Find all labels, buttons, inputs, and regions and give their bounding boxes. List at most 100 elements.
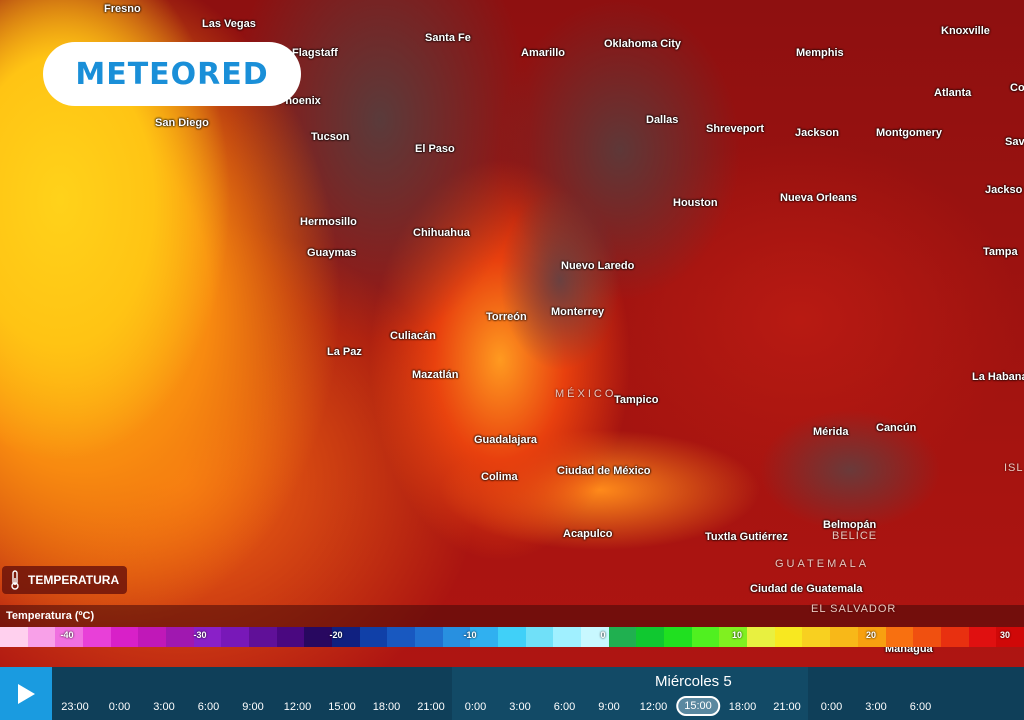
legend-color-cell — [276, 627, 305, 647]
legend-tick: 30 — [999, 630, 1011, 640]
legend-tick: 10 — [731, 630, 743, 640]
city-label: Mazatlán — [412, 369, 459, 381]
legend-tick: -20 — [329, 630, 343, 640]
city-label: Dallas — [646, 114, 679, 126]
country-label: EL SALVADOR — [811, 603, 897, 615]
time-step[interactable]: 3:00 — [509, 701, 531, 713]
day-segment — [808, 667, 1024, 720]
city-label: Houston — [673, 197, 718, 209]
city-label: Memphis — [796, 47, 844, 59]
time-step[interactable]: 3:00 — [865, 701, 887, 713]
time-step[interactable]: 21:00 — [773, 701, 801, 713]
city-label: Sav — [1005, 136, 1024, 148]
city-label: Oklahoma City — [604, 38, 682, 50]
legend-color-cell — [636, 627, 665, 647]
legend-color-cell — [83, 627, 111, 647]
meteored-logo[interactable]: METEORED — [43, 42, 301, 106]
legend-color-cell — [885, 627, 914, 647]
city-label: La Habana — [972, 371, 1024, 383]
thermometer-icon — [11, 570, 19, 590]
city-label: La Paz — [327, 346, 362, 358]
legend-color-cell — [442, 627, 471, 647]
legend-color-cell — [857, 627, 886, 647]
legend-color-cell — [525, 627, 554, 647]
legend-color-cell — [138, 627, 167, 647]
legend-color-cell — [470, 627, 499, 647]
city-label: Tucson — [311, 131, 350, 143]
city-label: Shreveport — [706, 123, 765, 135]
legend-color-cell — [940, 627, 969, 647]
time-step[interactable]: 12:00 — [283, 701, 312, 713]
legend-color-cell — [221, 627, 250, 647]
city-label: Tampa — [983, 246, 1018, 258]
legend-color-cell — [304, 627, 333, 647]
legend-tick: 20 — [865, 630, 877, 640]
legend-color-cell — [387, 627, 416, 647]
time-step[interactable]: 15:00 — [328, 701, 356, 713]
city-label: Cancún — [876, 422, 917, 434]
timeline: Miércoles 5 23:00 0:00 3:00 6:00 9:00 12:00 15… — [0, 667, 1024, 720]
play-button[interactable] — [0, 667, 52, 720]
city-label: Jackson — [795, 127, 840, 139]
city-label: Montgomery — [876, 127, 942, 139]
time-step[interactable]: 12:00 — [639, 701, 668, 713]
layer-badge[interactable]: TEMPERATURA — [2, 566, 128, 594]
city-label: Knoxville — [941, 25, 990, 37]
play-icon — [18, 683, 35, 704]
time-step[interactable]: 21:00 — [417, 701, 445, 713]
city-label: Acapulco — [563, 528, 613, 540]
country-label: MÉXICO — [555, 388, 617, 400]
legend-color-cell — [553, 627, 582, 647]
legend-color-cell — [332, 627, 360, 647]
legend-color-cell — [774, 627, 803, 647]
country-label: GUATEMALA — [775, 558, 870, 570]
time-step[interactable]: 18:00 — [728, 701, 757, 713]
city-label: Mérida — [813, 426, 849, 438]
time-step[interactable]: 0:00 — [820, 701, 843, 713]
city-label: Fresno — [104, 3, 141, 15]
legend-color-cell — [498, 627, 526, 647]
city-label: Tuxtla Gutiérrez — [705, 531, 788, 543]
city-label: Guaymas — [307, 247, 357, 259]
city-label: Chihuahua — [413, 227, 470, 239]
city-label: El Paso — [415, 143, 455, 155]
temperature-legend: Temperatura (ºC) -40 -30 -20 -10 0 10 20 30 — [0, 605, 1024, 647]
legend-color-cell — [193, 627, 222, 647]
legend-color-cell — [913, 627, 941, 647]
time-step[interactable]: 0:00 — [108, 701, 131, 713]
time-step[interactable]: 6:00 — [197, 701, 220, 713]
legend-color-cell — [691, 627, 720, 647]
time-step[interactable]: 23:00 — [61, 701, 89, 713]
country-label: BELICE — [832, 530, 878, 542]
time-step[interactable]: 9:00 — [242, 701, 264, 713]
legend-tick: -30 — [193, 630, 207, 640]
city-label: Atlanta — [934, 87, 972, 99]
city-label: Flagstaff — [292, 47, 338, 59]
city-label: Amarillo — [521, 47, 566, 59]
country-label: ISL — [1004, 462, 1024, 474]
legend-color-cell — [747, 627, 775, 647]
day-label: Miércoles 5 — [655, 673, 732, 690]
time-step[interactable]: 6:00 — [909, 701, 932, 713]
legend-color-cell — [110, 627, 139, 647]
legend-color-cell — [581, 627, 609, 647]
legend-color-cell — [359, 627, 388, 647]
time-step[interactable]: 18:00 — [372, 701, 401, 713]
time-step[interactable]: 0:00 — [464, 701, 487, 713]
legend-color-cell — [996, 627, 1024, 647]
city-label: Guadalajara — [474, 434, 537, 446]
city-label: Hermosillo — [300, 216, 357, 228]
city-label: Nuevo Laredo — [561, 260, 635, 272]
city-label: Belmopán — [823, 519, 877, 531]
city-label: Ciudad de Guatemala — [750, 583, 863, 595]
legend-color-cell — [27, 627, 56, 647]
time-step[interactable]: 9:00 — [598, 701, 620, 713]
legend-color-cell — [802, 627, 831, 647]
layer-label: TEMPERATURA — [28, 573, 120, 587]
legend-color-cell — [55, 627, 84, 647]
legend-tick: -10 — [463, 630, 477, 640]
time-step[interactable]: 3:00 — [153, 701, 175, 713]
time-step[interactable]: 6:00 — [553, 701, 576, 713]
time-step[interactable]: 15:00 — [676, 696, 720, 716]
